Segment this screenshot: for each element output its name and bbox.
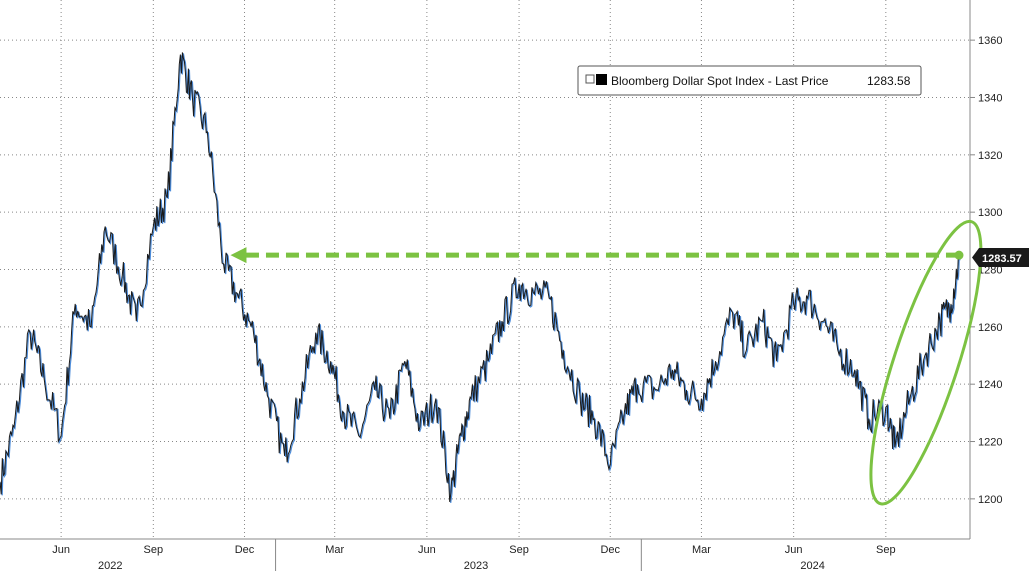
series-line-shadow [0, 53, 961, 503]
series [0, 52, 961, 503]
axes: 1200 1220 1240 1260 1280 1300 1320 1340 1360 Jun S… [0, 0, 1002, 571]
x-year-label: 2022 [98, 560, 122, 571]
y-tick-label: 1280 [978, 265, 1002, 277]
x-month-label: Dec [600, 544, 620, 556]
annotation-arrow-dot [954, 250, 964, 260]
x-month-label: Sep [144, 544, 164, 556]
legend: Bloomberg Dollar Spot Index - Last Price… [577, 65, 922, 96]
y-tick-label: 1360 [978, 35, 1002, 47]
legend-swatch [596, 74, 607, 85]
y-tick-label: 1240 [978, 379, 1002, 391]
legend-expand-icon [585, 74, 595, 84]
last-value-tag [972, 248, 1029, 267]
x-month-label: Jun [52, 544, 70, 556]
x-month-label: Mar [692, 544, 711, 556]
annotation-arrow-head [230, 247, 247, 264]
x-month-label: Sep [509, 544, 529, 556]
legend-value: 1283.58 [867, 74, 911, 88]
legend-box [577, 65, 922, 96]
x-month-label: Mar [325, 544, 344, 556]
x-year-label: 2023 [464, 560, 488, 571]
legend-label: Bloomberg Dollar Spot Index - Last Price [611, 74, 829, 88]
y-tick-label: 1320 [978, 150, 1002, 162]
x-month-label: Jun [785, 544, 803, 556]
x-year-label: 2024 [800, 560, 824, 571]
y-tick-label: 1300 [978, 207, 1002, 219]
series-line [0, 52, 960, 502]
last-value-text: 1283.57 [982, 253, 1022, 265]
last-value-marker: 1283.57 [972, 248, 1029, 267]
y-tick-label: 1260 [978, 322, 1002, 334]
x-month-label: Sep [876, 544, 896, 556]
annotation-ellipse [869, 219, 983, 506]
y-tick-label: 1200 [978, 494, 1002, 506]
grid [0, 0, 970, 539]
y-tick-label: 1220 [978, 437, 1002, 449]
x-month-label: Dec [235, 544, 255, 556]
x-month-label: Jun [418, 544, 436, 556]
y-tick-label: 1340 [978, 92, 1002, 104]
annotations [230, 219, 983, 506]
